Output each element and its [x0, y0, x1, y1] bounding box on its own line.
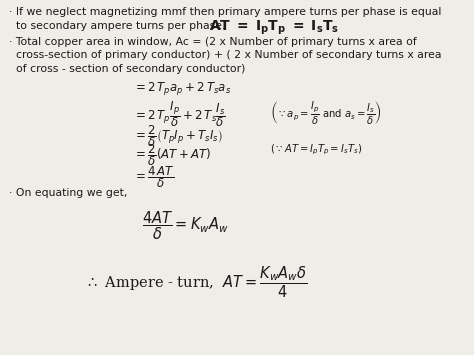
Text: · On equating we get,: · On equating we get,: [9, 188, 128, 198]
Text: $\therefore$ Ampere - turn,  $AT = \dfrac{K_w A_w \delta}{4}$: $\therefore$ Ampere - turn, $AT = \dfrac…: [85, 264, 308, 300]
Text: $= \dfrac{2}{\delta}\left(AT + AT\right)$: $= \dfrac{2}{\delta}\left(AT + AT\right)…: [133, 143, 211, 168]
Text: $\mathbf{AT\ =\ I_pT_p\ =\ I_sT_s}$: $\mathbf{AT\ =\ I_pT_p\ =\ I_sT_s}$: [209, 18, 339, 37]
Text: $\left(\because a_p = \dfrac{I_p}{\delta}\mathrm{\ and\ }a_s = \dfrac{I_s}{\delt: $\left(\because a_p = \dfrac{I_p}{\delta…: [270, 99, 382, 126]
Text: $\left(\because AT = I_p T_p = I_s T_s\right)$: $\left(\because AT = I_p T_p = I_s T_s\r…: [270, 143, 363, 157]
Text: $= 2\,T_p\dfrac{I_p}{\delta} + 2\,T_s\dfrac{I_s}{\delta}$: $= 2\,T_p\dfrac{I_p}{\delta} + 2\,T_s\df…: [133, 99, 226, 129]
Text: cross-section of primary conductor) + ( 2 x Number of secondary turns x area: cross-section of primary conductor) + ( …: [9, 50, 442, 60]
Text: $= \dfrac{2}{\delta}\left(T_p I_p + T_s I_s\right)$: $= \dfrac{2}{\delta}\left(T_p I_p + T_s …: [133, 124, 222, 149]
Text: $= \dfrac{4\,AT}{\delta}$: $= \dfrac{4\,AT}{\delta}$: [133, 164, 174, 190]
Text: · If we neglect magnetizing mmf then primary ampere turns per phase is equal: · If we neglect magnetizing mmf then pri…: [9, 7, 442, 17]
Text: · Total copper area in window, Ac = (2 x Number of primary turns x area of: · Total copper area in window, Ac = (2 x…: [9, 37, 417, 47]
Text: $\dfrac{4AT}{\delta} = K_w A_w$: $\dfrac{4AT}{\delta} = K_w A_w$: [142, 209, 229, 242]
Text: $= 2\,T_p a_p + 2\,T_s a_s$: $= 2\,T_p a_p + 2\,T_s a_s$: [133, 80, 231, 97]
Text: to secondary ampere turns per phase.: to secondary ampere turns per phase.: [9, 21, 226, 31]
Text: of cross - section of secondary conductor): of cross - section of secondary conducto…: [9, 64, 246, 73]
